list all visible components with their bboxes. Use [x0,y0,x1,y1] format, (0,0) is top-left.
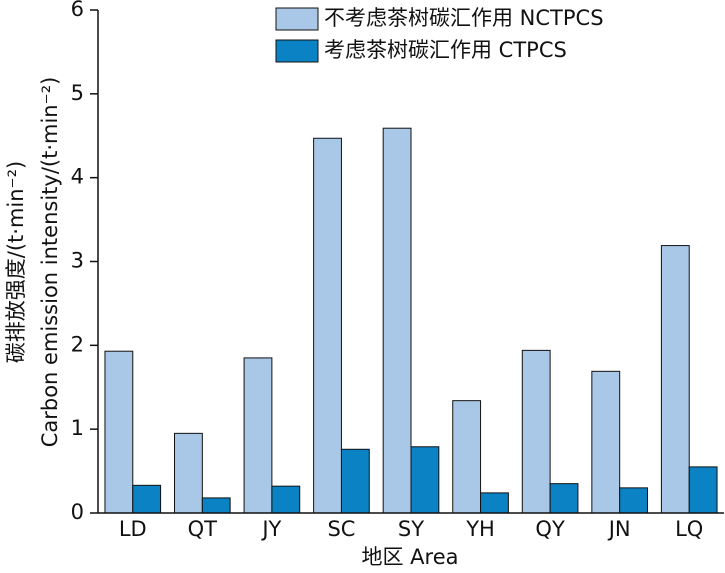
x-tick-label: JY [260,517,281,541]
y-tick-label: 0 [71,500,84,524]
legend-swatch [275,39,319,63]
bar [174,432,203,514]
x-tick-label: QY [535,517,565,541]
y-tick-label: 6 [71,0,84,21]
bar [243,357,273,514]
bar [452,400,482,514]
x-tick-label: QT [188,517,218,541]
x-tick-label: YH [465,517,495,541]
bar [201,497,231,514]
legend-label: 考虑茶树碳汇作用 CTPCS [324,38,567,62]
y-tick-label: 1 [71,416,84,440]
x-tick-label: LD [119,517,147,541]
bar [688,466,718,514]
bar [104,350,134,514]
bar [480,492,509,514]
bar [591,370,621,514]
x-tick-label: JN [607,517,631,541]
bar [660,245,690,514]
x-tick-label: SY [398,517,424,541]
bar [521,349,551,514]
bar [619,487,648,514]
x-axis-label: 地区 Area [361,545,458,569]
legend-label: 不考虑茶树碳汇作用 NCTPCS [324,6,604,30]
bar [410,446,440,514]
x-tick-label: LQ [675,517,703,541]
y-axis-label: 碳排放强度/(t·min⁻²) [4,161,28,363]
bar [382,127,412,514]
bar [549,483,579,514]
bar [271,485,301,514]
y-tick-label: 3 [71,249,84,273]
legend-swatch [275,7,319,31]
y-tick-label: 2 [71,332,84,356]
x-tick-label: SC [327,517,355,541]
bar [340,448,370,514]
y-tick-label: 5 [71,81,84,105]
bar [313,137,342,514]
y-tick-label: 4 [71,165,84,189]
y-axis-label: Carbon emission intensity/(t·min⁻²) [38,77,62,448]
bar [132,484,162,514]
